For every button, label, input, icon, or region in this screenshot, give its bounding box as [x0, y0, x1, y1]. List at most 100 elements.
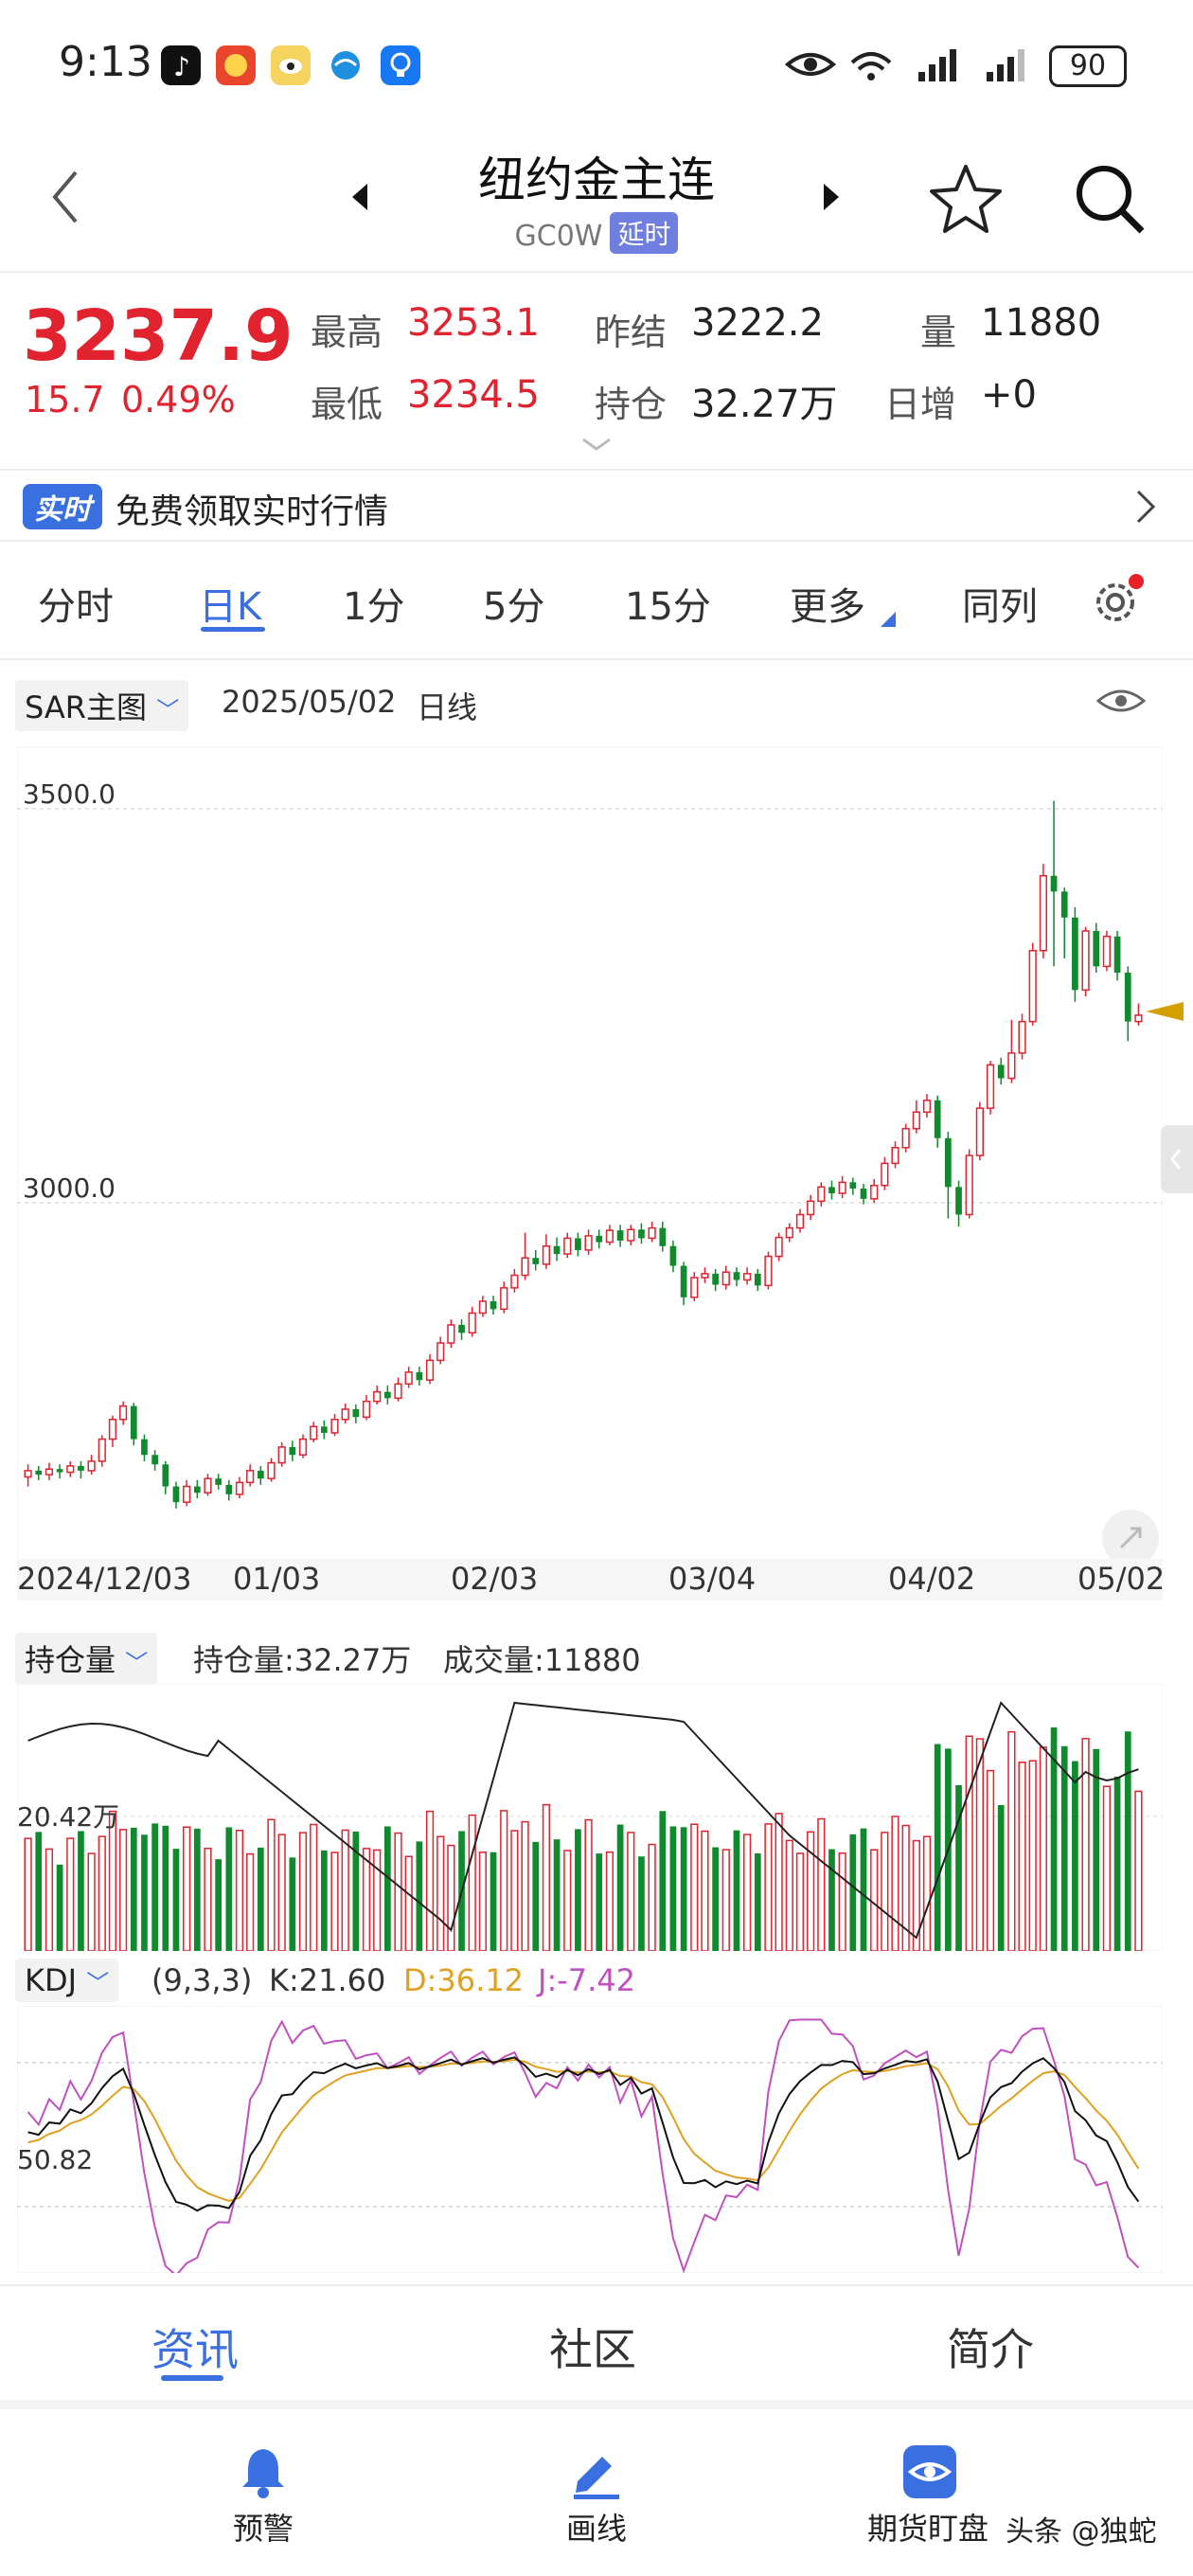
expand-chevron-icon[interactable]: [579, 436, 614, 455]
candle: [352, 1408, 360, 1418]
delay-badge: 延时: [610, 212, 679, 254]
candle: [680, 1265, 687, 1297]
clock: 9:13: [59, 38, 152, 86]
volume-bar: [680, 1827, 687, 1951]
bell-icon[interactable]: [235, 2443, 292, 2500]
prev-settle-label: 昨结: [595, 312, 668, 353]
volume-bar: [490, 1852, 497, 1951]
volume-bar: [669, 1826, 677, 1951]
candle: [78, 1465, 84, 1471]
kdj-selector[interactable]: KDJ ﹀: [15, 1959, 119, 2002]
tab-news[interactable]: 资讯: [151, 2324, 239, 2375]
volume-bar: [130, 1827, 137, 1951]
volume-bar: [267, 1818, 276, 1951]
tab-timeshare[interactable]: 分时: [38, 585, 114, 629]
nav-draw-label[interactable]: 画线: [566, 2511, 628, 2547]
candle: [267, 1461, 276, 1479]
candle: [1018, 1020, 1026, 1054]
taobao-app-icon: [216, 45, 256, 85]
tab-1min[interactable]: 1分: [343, 585, 405, 629]
candlestick-chart[interactable]: 3500.0 3000.0: [17, 746, 1163, 1582]
volume-bar: [553, 1839, 561, 1951]
douyin-app-icon: ♪: [161, 45, 201, 85]
eye-toggle-icon[interactable]: [1095, 682, 1148, 720]
volume-bar: [521, 1820, 529, 1951]
volume-bar: [532, 1841, 540, 1951]
candle: [553, 1245, 561, 1255]
volume-bar: [1102, 1785, 1112, 1951]
candle: [320, 1426, 328, 1433]
pen-icon[interactable]: [568, 2443, 625, 2500]
nav-watch-label[interactable]: 期货盯盘: [867, 2511, 989, 2547]
volume-bar: [627, 1832, 635, 1951]
high-value: 3253.1: [407, 301, 540, 345]
volume-bar: [277, 1834, 286, 1951]
candle: [575, 1238, 581, 1250]
volume-bar: [955, 1784, 962, 1951]
volume-chart[interactable]: 20.42万: [17, 1684, 1163, 1951]
volume-bar: [257, 1847, 264, 1951]
volume-bar: [87, 1852, 96, 1951]
candle: [1072, 917, 1078, 991]
candle: [341, 1408, 349, 1421]
watch-eye-icon[interactable]: [901, 2443, 958, 2500]
volume-bar: [795, 1852, 805, 1951]
volume-bar: [575, 1829, 581, 1951]
volume-bar: [1007, 1730, 1016, 1951]
tab-5min[interactable]: 5分: [483, 585, 545, 629]
star-icon[interactable]: [928, 161, 1004, 237]
back-icon[interactable]: [47, 167, 85, 227]
candle: [616, 1230, 624, 1241]
kdj-chart[interactable]: 50.82: [17, 2006, 1163, 2273]
kdj-divider: [0, 2284, 1193, 2286]
volume-bar: [320, 1850, 328, 1951]
candle: [478, 1300, 487, 1315]
candle: [35, 1470, 43, 1476]
volume-bar: [416, 1841, 423, 1951]
realtime-badge: 实时: [23, 484, 102, 529]
open-interest-line: [27, 1701, 1139, 1940]
candle: [56, 1469, 63, 1473]
banner-text: 免费领取实时行情: [116, 492, 389, 531]
tab-profile[interactable]: 简介: [947, 2324, 1034, 2375]
open-interest-value: 32.27万: [691, 383, 838, 426]
indicator-selector[interactable]: SAR主图 ﹀: [15, 680, 189, 731]
volume-bar: [108, 1810, 117, 1951]
volume-bar: [986, 1769, 995, 1951]
contract-title: 纽约金主连: [478, 152, 715, 207]
candle: [754, 1273, 761, 1286]
nav-alert-label[interactable]: 预警: [233, 2511, 294, 2547]
header-divider: [0, 271, 1193, 273]
volume-bar: [1018, 1762, 1026, 1951]
chart-date: 2025/05/02: [222, 684, 397, 720]
tab-same-column[interactable]: 同列: [962, 585, 1038, 629]
volume-bar: [447, 1844, 455, 1951]
gear-icon[interactable]: [1089, 572, 1146, 629]
candle: [945, 1137, 952, 1188]
volume-bar: [193, 1828, 201, 1951]
next-contract-icon[interactable]: [820, 180, 843, 214]
volume-bar: [352, 1831, 360, 1951]
candle: [584, 1235, 593, 1251]
prev-contract-icon[interactable]: [348, 180, 371, 214]
volume-bar: [1028, 1760, 1037, 1951]
tab-more[interactable]: 更多: [790, 585, 865, 629]
side-drawer-handle[interactable]: [1161, 1125, 1193, 1193]
fullscreen-icon: [1119, 1527, 1142, 1549]
volume-bar: [373, 1849, 382, 1951]
candle: [563, 1237, 572, 1255]
realtime-banner[interactable]: 实时 免费领取实时行情: [0, 471, 1193, 539]
tab-15min[interactable]: 15分: [625, 585, 711, 629]
volume-bar: [648, 1843, 656, 1951]
y-tick-3000: 3000.0: [23, 1172, 116, 1204]
volume-bar: [246, 1852, 255, 1951]
tab-community[interactable]: 社区: [549, 2324, 636, 2375]
candle: [860, 1189, 867, 1199]
search-icon[interactable]: [1072, 161, 1148, 237]
volume-indicator-selector[interactable]: 持仓量 ﹀: [15, 1633, 158, 1684]
tab-daily-k[interactable]: 日K: [199, 585, 262, 629]
contract-code: GC0W 延时: [0, 212, 1193, 254]
volume-bar: [785, 1839, 793, 1951]
volume-bar: [1050, 1727, 1058, 1951]
volume-bar: [922, 1835, 932, 1951]
